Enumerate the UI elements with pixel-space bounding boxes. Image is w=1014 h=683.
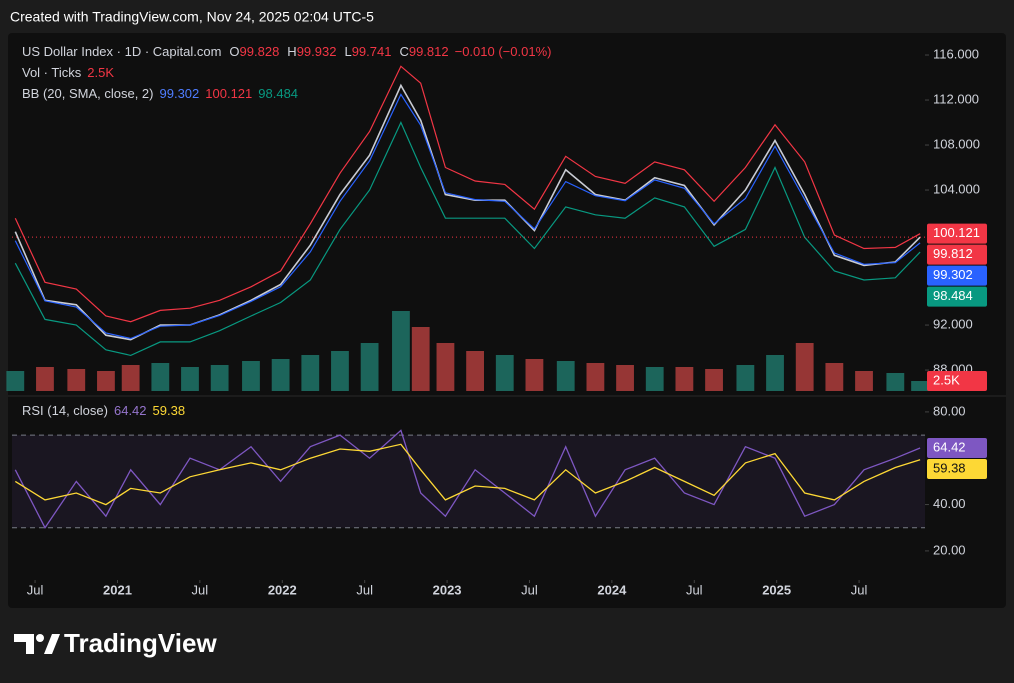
bb-value: 99.302 xyxy=(160,86,200,101)
change: −0.010 (−0.01%) xyxy=(455,44,552,59)
price-label-box xyxy=(927,265,987,286)
volume-bar xyxy=(825,363,844,391)
rsi-label-box xyxy=(927,437,987,458)
volume-bar xyxy=(242,361,260,391)
volume-bar xyxy=(121,365,140,391)
ohlc-value: 99.932 xyxy=(297,44,337,59)
price-label: 99.302 xyxy=(933,267,973,282)
bb-name: BB (20, SMA, close, 2) xyxy=(22,86,154,101)
rsi-label: 64.42 xyxy=(933,439,966,454)
ohlc-value: 99.828 xyxy=(240,44,280,59)
rsi-label-box xyxy=(927,458,987,479)
volume-bar xyxy=(97,371,115,391)
logo-icon xyxy=(14,634,60,654)
volume-bar xyxy=(436,343,455,391)
volume-bar xyxy=(525,359,544,391)
legend-title: US Dollar Index · 1D · Capital.com O99.82… xyxy=(22,44,551,59)
volume-bar xyxy=(645,367,664,391)
volume-bar xyxy=(705,369,723,391)
rsi-label: 59.38 xyxy=(933,460,966,475)
volume-bar xyxy=(67,369,86,391)
volume-bar xyxy=(181,367,199,391)
x-tick-label: Jul xyxy=(851,582,868,597)
volume-label: 2.5K xyxy=(933,372,960,387)
x-tick-label: Jul xyxy=(686,582,703,597)
volume-bar xyxy=(392,311,410,391)
price-label-box xyxy=(927,286,987,307)
bb-upper xyxy=(14,65,921,323)
legend-volume: Vol · Ticks 2.5K xyxy=(22,65,114,80)
logo-text: TradingView xyxy=(64,628,217,658)
rsi-tick-label: 20.00 xyxy=(933,542,966,557)
rsi-name: RSI (14, close) xyxy=(22,403,108,418)
y-tick-label: 108.000 xyxy=(933,136,980,151)
x-tick-label: 2021 xyxy=(103,582,132,597)
volume-bar xyxy=(886,373,905,391)
volume-label-box xyxy=(927,371,987,391)
volume-bar xyxy=(466,351,484,391)
volume-bar xyxy=(151,363,170,391)
volume-bar xyxy=(495,355,514,391)
volume-bar xyxy=(6,371,25,391)
price-line xyxy=(14,83,921,341)
volume-bar xyxy=(556,361,575,391)
volume-bar xyxy=(360,343,379,391)
legend-rsi: RSI (14, close) 64.42 59.38 xyxy=(22,403,185,418)
price-label: 98.484 xyxy=(933,288,973,303)
ohlc-key: C xyxy=(399,44,408,59)
volume-bar xyxy=(795,343,814,391)
volume-value: 2.5K xyxy=(87,65,114,80)
volume-bar xyxy=(855,371,873,391)
rsi-tick-label: 80.00 xyxy=(933,403,966,418)
ohlc-key: O xyxy=(229,44,239,59)
price-label: 100.121 xyxy=(933,225,980,240)
symbol: US Dollar Index · 1D · Capital.com xyxy=(22,44,221,59)
price-label-box xyxy=(927,244,987,265)
bb-basis xyxy=(14,93,921,340)
x-tick-label: 2024 xyxy=(597,582,627,597)
ohlc-key: H xyxy=(287,44,296,59)
volume-bar xyxy=(675,367,694,391)
legend-bb: BB (20, SMA, close, 2) 99.302 100.121 98.48… xyxy=(22,86,298,101)
volume-bar xyxy=(911,381,929,391)
rsi-band xyxy=(12,435,925,528)
x-tick-label: 2025 xyxy=(762,582,791,597)
volume-bar xyxy=(301,355,320,391)
rsi-value: 64.42 xyxy=(114,403,147,418)
volume-bar xyxy=(736,365,755,391)
x-tick-label: 2023 xyxy=(433,582,462,597)
volume-bar xyxy=(411,327,430,391)
volume-bar xyxy=(331,351,349,391)
bb-value: 100.121 xyxy=(205,86,252,101)
volume-bar xyxy=(586,363,605,391)
rsi-tick-label: 40.00 xyxy=(933,496,966,511)
y-tick-label: 112.000 xyxy=(933,91,979,106)
header: Created with TradingView.com, Nov 24, 20… xyxy=(10,9,374,25)
volume-name: Vol · Ticks xyxy=(22,65,82,80)
volume-bar xyxy=(616,365,634,391)
y-tick-label: 116.000 xyxy=(933,46,979,61)
x-tick-label: Jul xyxy=(356,582,373,597)
volume-bar xyxy=(210,365,229,391)
volume-bar xyxy=(271,359,290,391)
x-tick-label: Jul xyxy=(192,582,209,597)
rsi-value: 59.38 xyxy=(153,403,186,418)
ohlc-value: 99.812 xyxy=(409,44,449,59)
bb-lower xyxy=(14,121,921,357)
x-tick-label: Jul xyxy=(27,582,44,597)
volume-bar xyxy=(36,367,54,391)
price-label: 99.812 xyxy=(933,246,973,261)
volume-bar xyxy=(766,355,784,391)
bb-value: 98.484 xyxy=(258,86,298,101)
ohlc-value: 99.741 xyxy=(352,44,392,59)
y-tick-label: 104.000 xyxy=(933,181,980,196)
ohlc-key: L xyxy=(344,44,351,59)
rsi-ma xyxy=(14,443,921,506)
x-tick-label: Jul xyxy=(521,582,538,597)
x-tick-label: 2022 xyxy=(268,582,297,597)
price-label-box xyxy=(927,223,987,244)
y-tick-label: 92.000 xyxy=(933,316,973,331)
